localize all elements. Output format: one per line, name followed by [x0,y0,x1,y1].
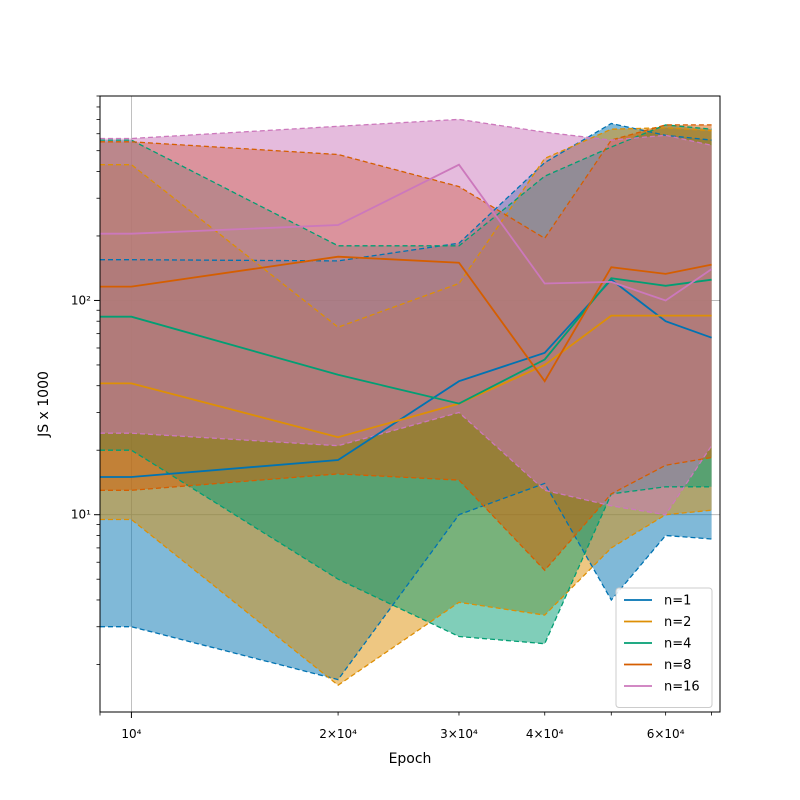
lower-bound-n=1 [100,482,712,681]
lower-bound-n=8 [100,456,712,572]
y-tick-label: 10¹ [71,508,91,522]
series-line-n=8 [100,255,712,383]
series-line-n=1 [100,278,712,478]
x-tick-label: 4×10⁴ [526,727,564,741]
legend-label: n=16 [664,680,700,695]
legend-label: n=2 [664,615,691,630]
legend: n=1 n=2 n=4 n=8 n=16 [615,587,713,708]
legend-label: n=4 [664,637,691,652]
series-lines [100,118,713,687]
x-axis-label: Epoch [389,751,432,767]
lower-bound-n=2 [100,509,712,687]
upper-bound-n=4 [100,124,712,247]
upper-bound-n=8 [100,124,712,240]
legend-box [615,587,713,708]
y-tick-label: 10² [71,293,91,307]
series-line-n=4 [100,277,712,405]
lower-bound-n=16 [100,411,713,516]
x-tick-label: 3×10⁴ [440,727,478,741]
x-tick-label: 2×10⁴ [319,727,357,741]
upper-bound-n=1 [100,122,712,262]
upper-bound-n=16 [100,118,712,146]
series-line-n=16 [100,163,713,302]
lower-bound-n=4 [100,449,712,645]
x-tick-label: 6×10⁴ [647,727,685,741]
axis-ticks: 10¹ 10² 10⁴ 2×10⁴ 3×10⁴ 4×10⁴ 6×10⁴ [71,95,713,741]
y-axis-label: JS x 1000 [36,371,52,438]
legend-label: n=1 [664,594,691,609]
series-line-n=2 [100,314,712,439]
plot-frame [99,95,721,713]
legend-label: n=8 [664,658,691,673]
x-tick-label: 10⁴ [121,727,141,741]
